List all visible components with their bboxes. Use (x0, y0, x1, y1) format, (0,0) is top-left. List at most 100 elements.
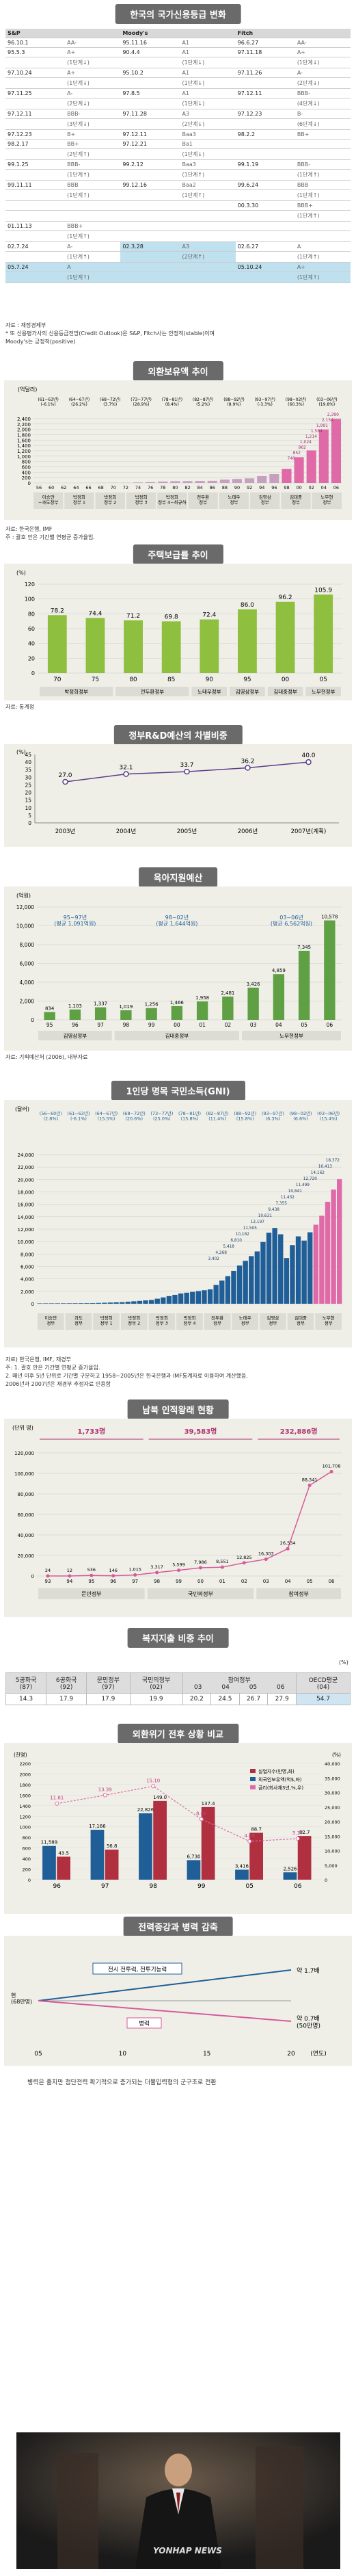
rating-date (5, 148, 66, 160)
rating-row: 97.12.11 BBB- 97.11.28 A3 97.12.23 B- (5, 109, 351, 119)
crisis-xlabel: 96 (53, 1883, 61, 1890)
childcare-ytick: 12,000 (16, 904, 34, 910)
defector-value: 12 (67, 1568, 72, 1573)
gni-bar (78, 1303, 84, 1304)
crisis-bar-unemp (249, 1832, 263, 1880)
rating-date: 97.12.11 (5, 109, 66, 119)
gni-ytick: 0 (31, 1302, 34, 1307)
fx-bar (318, 430, 329, 483)
gni-bar (60, 1303, 66, 1304)
rating-grade (180, 210, 236, 222)
women-value: 27.0 (58, 772, 72, 779)
gni-bar (301, 1240, 307, 1304)
crisis-chart: (천명) (%) 0 200 400 600 800 1000 1200 1400 1600 1800… (14, 1751, 341, 1890)
women-ytick: 0 (28, 820, 31, 826)
rating-grade: A1 (180, 38, 236, 48)
rating-date: 99.6.24 (235, 180, 295, 190)
women-ytick: 15 (25, 798, 31, 804)
force-xlabel: 10 (119, 2051, 127, 2058)
rating-date: 95.11.16 (120, 38, 180, 48)
rating-date (235, 57, 295, 68)
fx-growth: (78~81년) (8.4%) (162, 397, 183, 407)
childcare-ytick: 2,000 (20, 999, 35, 1005)
rating-table: S&P Moody's Fitch 96.10.1 AA- 95.11.16 A1 96… (5, 29, 351, 283)
crisis-legend-swatch (250, 1769, 256, 1773)
gni-period: 박정희 정부 1 (100, 1315, 113, 1326)
rating-row: (1단계↑) (1단계↑) (1단계↑) (5, 189, 351, 201)
rating-date: 02.7.24 (5, 241, 66, 252)
defector-ytick: 60,000 (18, 1512, 35, 1518)
rating-row: 98.2.17 BB+ 97.12.21 Ba1 (5, 139, 351, 149)
rating-grade: (1단계↓) (180, 148, 236, 160)
gni-bar (307, 1232, 313, 1304)
childcare-bar (120, 1010, 132, 1020)
gni-bar (119, 1302, 125, 1304)
rating-date (235, 221, 295, 231)
childcare-xlabel: 00 (174, 1022, 180, 1028)
crisis-line-value: 8.86 (196, 1811, 207, 1817)
crisis-frame (4, 1743, 352, 1914)
crisis-ytick-right: 10,000 (325, 1849, 340, 1854)
gni-note-2: 2. 매년 이후 5년 단위로 기간별 구분하고 1958~2005년은 한국은… (5, 1373, 248, 1379)
home-note: 자료: 통계청 (5, 704, 35, 710)
childcare-gov: 김대중정부 (165, 1032, 189, 1039)
home-value: 69.8 (165, 614, 178, 620)
fx-xlabel: 96 (271, 485, 277, 490)
fx-ytick: 200 (22, 475, 31, 481)
rating-date: 96.10.1 (5, 38, 66, 48)
childcare-group: 98~02년 (평균 1,644억원) (156, 914, 197, 927)
rating-date (120, 251, 180, 263)
welfare-subheader: 06 (277, 1684, 285, 1691)
rating-grade: (1단계↑) (65, 231, 121, 242)
gni-bar (84, 1303, 90, 1304)
fx-xlabel: 94 (259, 485, 264, 490)
fx-ytick: 1,200 (17, 449, 31, 454)
gni-bar (107, 1302, 113, 1304)
rating-grade: Ba1 (180, 139, 236, 149)
rating-row: (1단계↑) (1단계↑) (1단계↑) (5, 169, 351, 181)
childcare-ytick: 0 (31, 1017, 34, 1023)
fx-xlabel: 72 (123, 485, 128, 490)
rating-date: 99.1.25 (5, 159, 66, 170)
defector-ytick: 0 (31, 1574, 34, 1579)
fx-period-box (126, 492, 156, 509)
crisis-legend-swatch (250, 1777, 256, 1781)
crisis-point (102, 1793, 107, 1798)
welfare-header-label: 참여정부 (228, 1677, 251, 1684)
rating-date (5, 272, 66, 283)
childcare-xlabel: 01 (199, 1022, 206, 1028)
rating-row: (1단계↓) (1단계↓) (1단계↓) (5, 57, 351, 68)
defector-ytick: 120,000 (14, 1451, 34, 1456)
fx-period-box (33, 492, 64, 509)
crisis-ytick-left: 2200 (19, 1761, 31, 1767)
fx-bar (245, 478, 255, 483)
rating-grade: (2단계↑) (180, 251, 236, 263)
rating-date: 97.12.11 (235, 88, 295, 98)
childcare-chart: (억원) 0 2,000 4,000 6,000 8,000 10,000 12,000 834… (16, 892, 342, 1040)
women-xlabel: 2004년 (116, 828, 136, 835)
home-gov: 노무현정부 (312, 688, 336, 695)
rating-date: 90.4.4 (120, 47, 180, 57)
gni-bar (125, 1302, 131, 1304)
fx-value-label: 1,024 (300, 440, 312, 445)
gni-bar (249, 1256, 254, 1304)
rating-date (235, 251, 295, 263)
women-value: 40.0 (301, 752, 315, 759)
rating-row: (1단계↑) (2단계↑) (1단계↑) (5, 251, 351, 263)
childcare-value: 1,958 (195, 995, 209, 1001)
welfare-value: 20.2 (182, 1693, 212, 1705)
women-point (62, 778, 68, 785)
fx-ytick: 600 (22, 465, 31, 471)
home-gov-box (230, 687, 265, 696)
welfare-unit: (%) (339, 1659, 348, 1666)
fx-period: 이승만 ~과도정부 (38, 494, 58, 505)
gni-value-label: 11,505 (243, 1226, 258, 1231)
gni-bar (190, 1291, 195, 1304)
gni-period-box (204, 1313, 231, 1330)
rating-date (5, 57, 66, 68)
home-value: 96.2 (279, 594, 292, 601)
gni-value-label: 5,418 (223, 1245, 234, 1249)
rating-date (120, 57, 180, 68)
childcare-xlabel: 04 (275, 1022, 282, 1028)
fx-value-label: 740 (288, 456, 296, 461)
